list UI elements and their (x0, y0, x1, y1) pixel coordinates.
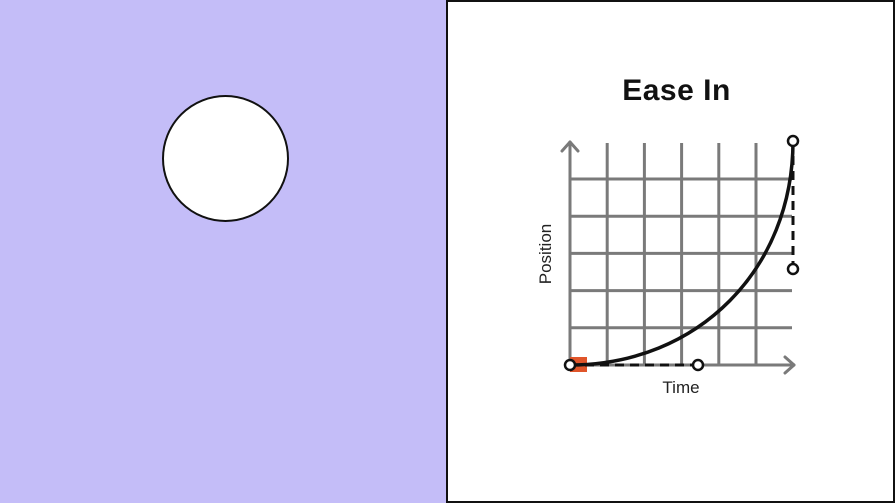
grid (570, 143, 792, 365)
y-axis-arrow-icon (560, 140, 580, 153)
y-axis-label: Position (536, 224, 555, 284)
animation-stage (0, 0, 448, 503)
control-handle-1[interactable] (691, 358, 705, 372)
easing-curve (569, 140, 795, 367)
end-point (786, 134, 800, 148)
x-axis-label: Time (662, 378, 699, 397)
easing-title: Ease In (622, 74, 731, 107)
graph-panel (448, 0, 895, 503)
x-axis-arrow-icon (783, 355, 796, 375)
control-handle-2[interactable] (786, 262, 800, 276)
start-point (563, 358, 577, 372)
animated-ball (162, 95, 289, 222)
